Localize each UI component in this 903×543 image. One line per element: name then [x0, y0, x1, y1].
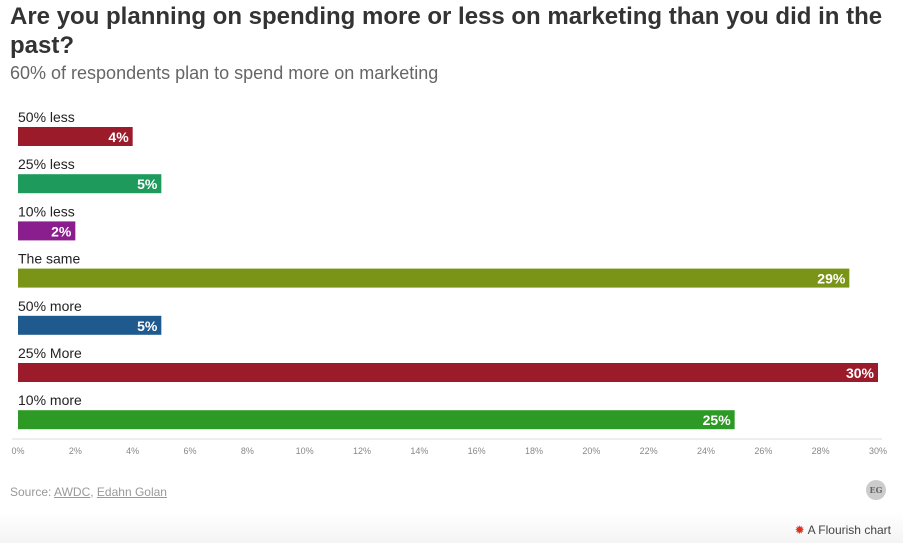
source-prefix: Source: [10, 485, 55, 499]
bar[interactable] [18, 127, 133, 146]
bar[interactable] [18, 268, 850, 288]
value-label: 29% [817, 271, 846, 287]
category-label: The same [18, 251, 80, 267]
x-tick-label: 22% [640, 446, 658, 456]
x-tick-label: 28% [812, 446, 830, 456]
x-tick-label: 0% [11, 446, 24, 456]
x-tick-label: 30% [869, 446, 887, 456]
chart-title: Are you planning on spending more or les… [10, 3, 883, 59]
x-tick-label: 6% [183, 446, 196, 456]
bar[interactable] [18, 174, 162, 194]
flourish-label: A Flourish chart [807, 523, 891, 537]
value-label: 5% [137, 176, 158, 192]
source-separator: , [90, 485, 97, 499]
bar[interactable] [18, 363, 878, 382]
category-label: 25% More [18, 345, 82, 361]
footer-band [0, 512, 903, 543]
x-tick-label: 4% [126, 446, 139, 456]
value-label: 2% [51, 223, 72, 239]
x-tick-label: 18% [525, 446, 543, 456]
flourish-star-icon: ✹ [794, 523, 805, 537]
x-tick-label: 24% [697, 446, 715, 456]
flourish-credit[interactable]: ✹ A Flourish chart [795, 523, 891, 537]
value-label: 25% [703, 412, 732, 428]
bar[interactable] [18, 315, 162, 335]
value-label: 30% [846, 365, 875, 381]
x-tick-label: 8% [241, 446, 254, 456]
x-tick-label: 10% [296, 446, 314, 456]
x-tick-label: 14% [410, 446, 428, 456]
source-link-awdc[interactable]: AWDC [54, 485, 91, 499]
chart-subtitle: 60% of respondents plan to spend more on… [10, 63, 439, 83]
category-label: 25% less [18, 156, 75, 172]
bar-chart: 50% less 4% 25% less 5% 10% less 2% The same 29… [11, 109, 887, 456]
category-label: 10% less [18, 203, 75, 219]
publisher-logo: EG [866, 480, 886, 500]
x-tick-label: 16% [468, 446, 486, 456]
category-label: 50% more [18, 298, 82, 314]
x-tick-label: 20% [582, 446, 600, 456]
value-label: 5% [137, 318, 158, 334]
source-note: Source: AWDC, Edahn Golan [10, 485, 167, 499]
x-tick-label: 2% [69, 446, 82, 456]
x-tick-label: 26% [754, 446, 772, 456]
source-link-edahn-golan[interactable]: Edahn Golan [96, 485, 167, 499]
category-label: 50% less [18, 109, 75, 125]
x-tick-label: 12% [353, 446, 371, 456]
value-label: 4% [108, 129, 129, 145]
category-label: 10% more [18, 392, 82, 408]
bar[interactable] [18, 221, 76, 241]
bar[interactable] [18, 410, 735, 430]
